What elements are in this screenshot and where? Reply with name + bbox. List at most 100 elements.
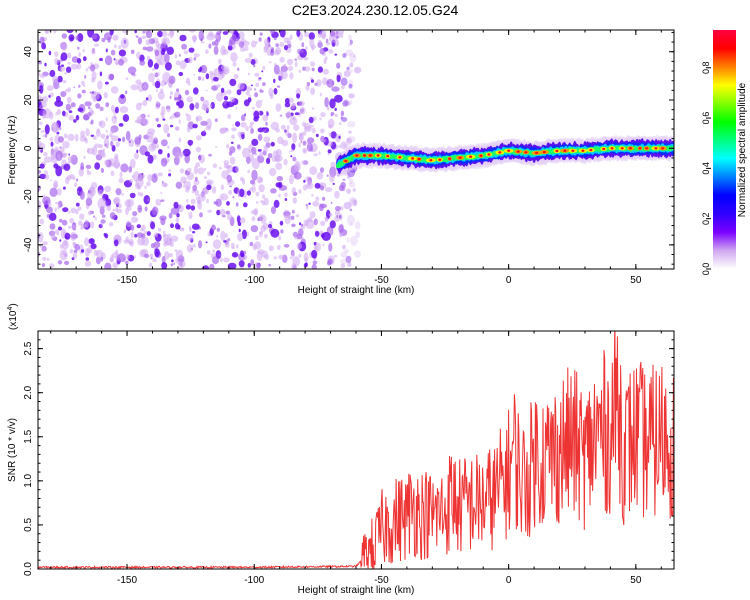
- noise-dot: [198, 154, 205, 164]
- noise-dot: [207, 171, 211, 176]
- noise-dot: [251, 107, 255, 110]
- noise-dot: [214, 118, 218, 122]
- noise-dot: [154, 232, 159, 238]
- noise-dot: [113, 44, 117, 49]
- noise-dot: [216, 84, 220, 88]
- noise-dot: [118, 49, 127, 57]
- noise-dot: [258, 37, 262, 42]
- noise-dot: [251, 185, 256, 193]
- noise-dot: [92, 135, 97, 140]
- noise-dot: [188, 211, 193, 220]
- noise-dot: [225, 101, 235, 108]
- noise-dot: [74, 182, 78, 187]
- x-tick-label: -150: [117, 575, 137, 586]
- noise-dot: [238, 31, 245, 40]
- noise-dot: [42, 256, 47, 261]
- noise-dot: [327, 149, 332, 154]
- noise-dot: [193, 73, 196, 76]
- noise-dot: [97, 80, 103, 90]
- noise-dot: [84, 237, 90, 247]
- noise-dot: [103, 233, 107, 237]
- noise-dot: [223, 257, 230, 263]
- noise-dot: [55, 112, 58, 116]
- noise-dot: [291, 209, 295, 214]
- noise-dot: [71, 257, 75, 260]
- noise-dot: [348, 196, 358, 207]
- noise-dot: [101, 214, 106, 218]
- noise-dot: [178, 71, 184, 77]
- noise-dot: [216, 227, 220, 232]
- noise-dot: [212, 239, 222, 250]
- noise-dot: [254, 88, 256, 91]
- snr-line: [38, 331, 674, 569]
- noise-dot: [246, 86, 251, 92]
- noise-dot: [235, 202, 239, 207]
- noise-dot: [288, 174, 294, 185]
- band-peak: [398, 156, 402, 159]
- noise-dot: [126, 253, 130, 260]
- noise-dot: [157, 72, 160, 76]
- band-peak: [363, 154, 366, 157]
- noise-dot: [105, 198, 112, 207]
- noise-dot: [57, 260, 63, 265]
- noise-dot: [142, 85, 147, 89]
- noise-dot: [338, 185, 345, 192]
- noise-dot: [170, 263, 174, 267]
- noise-dot: [288, 214, 291, 220]
- noise-dot: [90, 119, 94, 125]
- noise-dot: [330, 161, 336, 168]
- noise-dot: [86, 169, 89, 173]
- noise-dot: [134, 233, 138, 238]
- noise-dot: [251, 169, 258, 181]
- noise-dot: [154, 72, 159, 78]
- noise-dot: [229, 185, 233, 188]
- noise-dot: [298, 142, 301, 148]
- noise-dot: [76, 58, 82, 64]
- noise-dot: [250, 59, 256, 65]
- noise-dot: [113, 58, 116, 61]
- x-tick-label: -100: [244, 575, 264, 586]
- noise-dot: [153, 137, 159, 144]
- noise-dot: [227, 114, 232, 119]
- noise-dot: [290, 155, 293, 158]
- noise-dot: [78, 84, 81, 88]
- noise-dot: [231, 134, 235, 140]
- noise-dot: [36, 186, 38, 188]
- noise-dot: [188, 30, 196, 33]
- noise-dot: [62, 207, 69, 213]
- noise-dot: [334, 107, 337, 111]
- noise-dot: [229, 78, 237, 87]
- noise-dot: [328, 242, 333, 252]
- noise-dot: [67, 156, 73, 162]
- noise-dot: [270, 141, 275, 147]
- noise-dot: [49, 210, 53, 213]
- noise-dot: [346, 255, 352, 261]
- noise-dot: [109, 30, 114, 36]
- noise-dot: [197, 200, 201, 204]
- noise-dot: [247, 263, 251, 268]
- noise-dot: [169, 241, 174, 247]
- noise-dot: [186, 114, 192, 122]
- noise-dot: [322, 196, 326, 201]
- noise-dot: [75, 35, 79, 41]
- noise-dot: [236, 215, 241, 224]
- noise-dot: [343, 201, 352, 210]
- noise-dot: [320, 112, 326, 118]
- noise-dot: [335, 205, 341, 212]
- noise-dot: [331, 86, 340, 92]
- noise-dot: [154, 49, 160, 57]
- noise-dot: [191, 223, 200, 230]
- noise-dot: [240, 252, 245, 258]
- noise-dot: [164, 251, 170, 260]
- noise-dot: [282, 255, 286, 260]
- noise-dot: [268, 87, 274, 97]
- noise-dot: [275, 103, 282, 112]
- noise-dot: [280, 124, 286, 130]
- noise-dot: [271, 47, 275, 52]
- noise-dot: [235, 106, 238, 110]
- noise-dot: [131, 216, 139, 223]
- noise-dot: [111, 130, 115, 134]
- noise-dot: [328, 213, 333, 217]
- noise-dot: [157, 91, 165, 100]
- noise-dot: [315, 133, 319, 138]
